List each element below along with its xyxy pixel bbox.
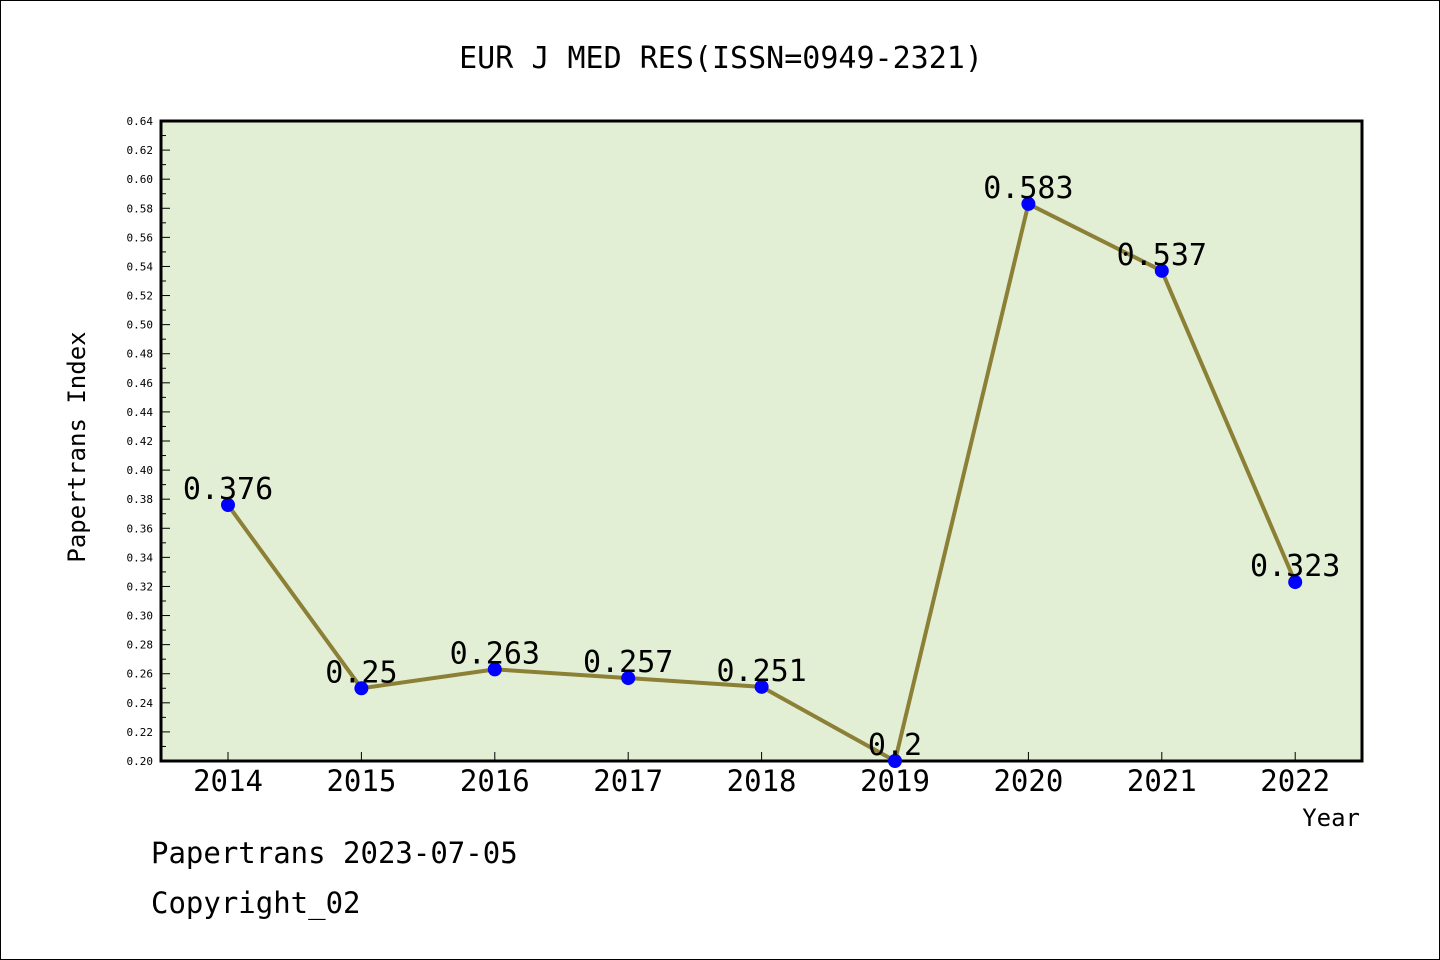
y-tick-label: 0.54 [127, 260, 154, 273]
chart-title: EUR J MED RES(ISSN=0949-2321) [459, 41, 983, 76]
data-label: 0.263 [450, 636, 540, 671]
data-point [1288, 575, 1303, 590]
y-tick-label: 0.46 [127, 377, 154, 390]
x-axis-label: Year [1302, 804, 1360, 832]
x-tick-label: 2015 [326, 764, 396, 798]
y-tick-label: 0.26 [127, 668, 154, 681]
y-axis: 0.20 0.22 0.24 0.26 0.28 0.30 0.32 0.34 0.36 0.38… [127, 115, 170, 768]
plot-area [159, 119, 1364, 763]
x-tick-label: 2021 [1127, 764, 1197, 798]
data-point [888, 754, 902, 768]
data-point [221, 498, 235, 512]
data-point [621, 671, 636, 686]
y-tick-label: 0.32 [127, 580, 154, 593]
data-label: 0.257 [583, 645, 673, 680]
y-tick-label: 0.56 [127, 231, 154, 244]
y-tick-label: 0.60 [127, 173, 154, 186]
data-label: 0.251 [716, 654, 806, 689]
data-label: 0.376 [183, 472, 273, 507]
y-tick-label: 0.20 [127, 755, 154, 768]
data-label: 0.583 [983, 171, 1073, 206]
y-tick-label: 0.38 [127, 493, 154, 506]
y-tick-label: 0.36 [127, 522, 154, 535]
data-label: 0.25 [325, 655, 397, 690]
x-tick-label: 2018 [727, 764, 797, 798]
data-point [1154, 263, 1169, 278]
y-tick-label: 0.24 [127, 697, 154, 710]
data-label: 0.323 [1250, 549, 1340, 584]
x-tick-label: 2020 [993, 764, 1063, 798]
data-point [487, 662, 502, 677]
y-axis-label: Papertrans Index [63, 331, 91, 562]
series-layer: 0.376 0.25 0.263 0.257 0.251 0.2 0.583 0.537 0.3… [183, 171, 1340, 768]
y-tick-label: 0.22 [127, 726, 154, 739]
y-tick-label: 0.48 [127, 348, 154, 361]
x-tick-label: 2019 [860, 764, 930, 798]
footer-date: Papertrans 2023-07-05 [151, 836, 518, 870]
y-tick-label: 0.42 [127, 435, 154, 448]
x-tick-label: 2017 [593, 764, 663, 798]
x-tick-label: 2014 [193, 764, 263, 798]
y-tick-label: 0.64 [127, 115, 154, 128]
y-tick-label: 0.58 [127, 202, 154, 215]
data-label: 0.537 [1117, 238, 1207, 273]
data-point [754, 679, 769, 694]
y-tick-label: 0.40 [127, 464, 154, 477]
y-tick-label: 0.30 [127, 610, 154, 623]
y-tick-label: 0.44 [127, 406, 154, 419]
x-tick-label: 2016 [460, 764, 530, 798]
y-tick-label: 0.28 [127, 639, 154, 652]
x-tick-label: 2022 [1260, 764, 1330, 798]
y-tick-label: 0.50 [127, 319, 154, 332]
data-point [354, 681, 369, 696]
y-tick-label: 0.52 [127, 290, 154, 303]
data-point [1021, 196, 1036, 211]
footer-copyright: Copyright_02 [151, 886, 361, 920]
y-tick-label: 0.34 [127, 551, 154, 564]
y-tick-label: 0.62 [127, 144, 154, 157]
x-axis: 2014 2015 2016 2017 2018 2019 2020 2021 2022 [193, 752, 1330, 798]
data-label: 0.2 [868, 728, 922, 763]
